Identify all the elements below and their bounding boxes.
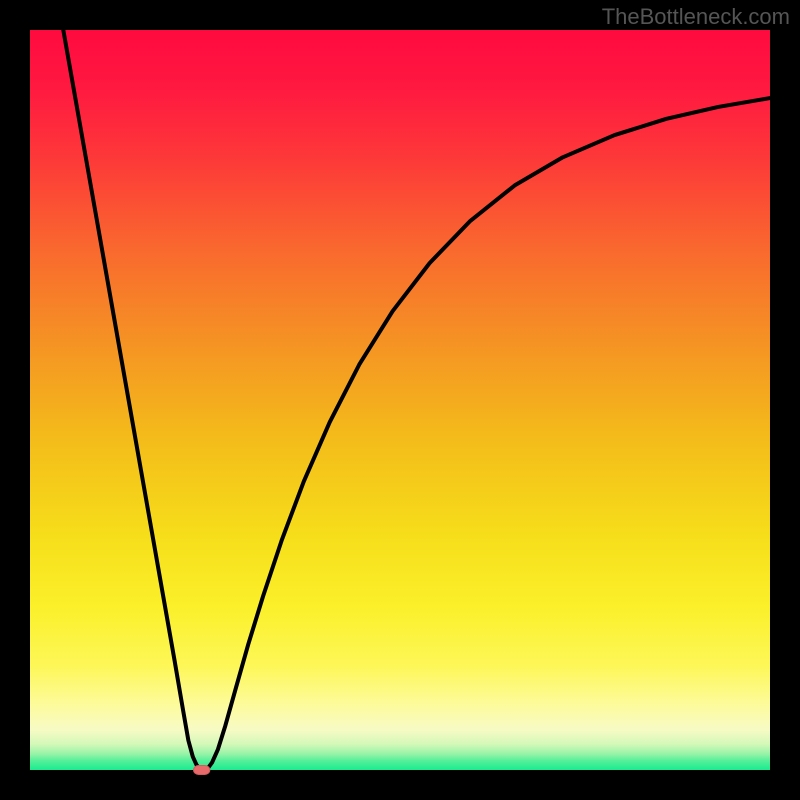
optimal-point-marker (194, 766, 210, 775)
chart-svg (0, 0, 800, 800)
gradient-background (30, 30, 770, 770)
watermark-text: TheBottleneck.com (602, 4, 790, 30)
chart-stage: TheBottleneck.com (0, 0, 800, 800)
